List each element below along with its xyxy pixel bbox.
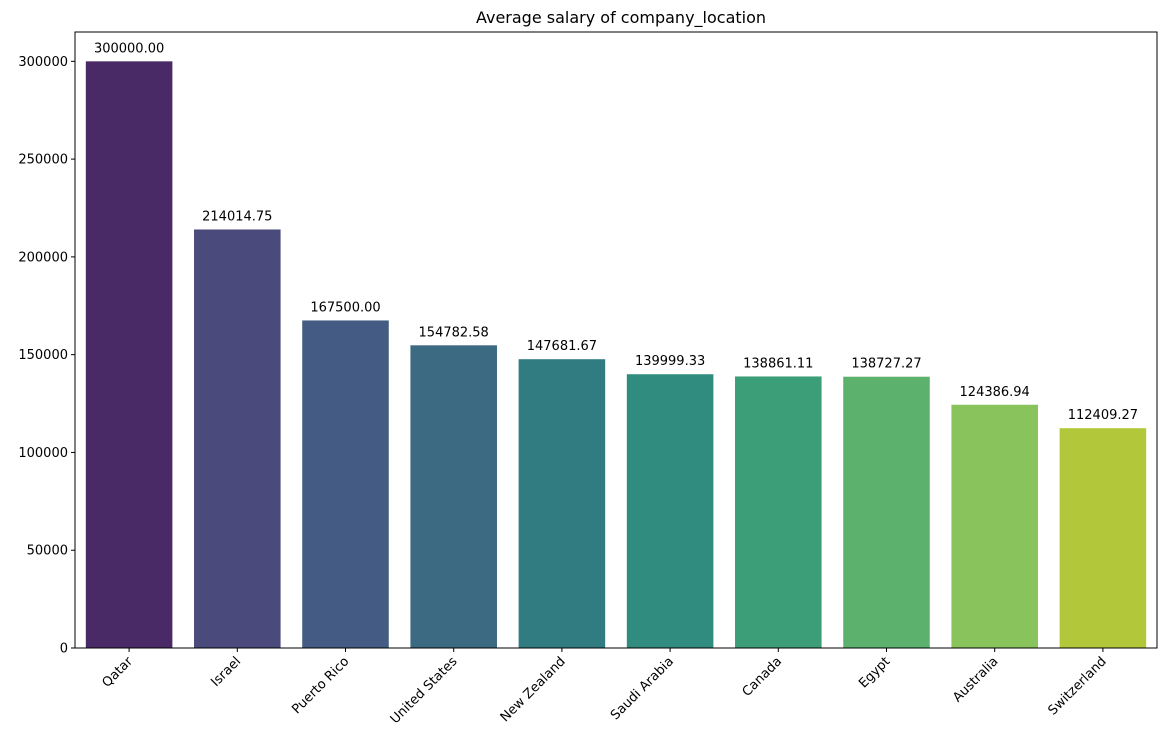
plot-frame <box>74 31 1158 649</box>
bar-canada <box>735 376 822 648</box>
bar-israel <box>194 229 281 648</box>
x-tick-label: Canada <box>740 654 786 700</box>
y-tick-label: 200000 <box>18 250 68 265</box>
data-label: 138727.27 <box>851 357 921 372</box>
x-tick-label: United States <box>388 654 461 727</box>
bar-new-zealand <box>518 359 606 648</box>
data-label: 139999.33 <box>635 354 705 369</box>
bar-egypt <box>843 376 930 648</box>
x-tick-label: Qatar <box>99 654 136 691</box>
x-tick-label: Israel <box>208 654 244 690</box>
data-label: 112409.27 <box>1068 408 1138 423</box>
data-label: 214014.75 <box>202 209 272 224</box>
data-label: 138861.11 <box>743 356 813 371</box>
bar-saudi-arabia <box>626 374 714 648</box>
bars-group <box>85 61 1147 649</box>
bar-switzerland <box>1059 428 1147 648</box>
y-tick-label: 0 <box>60 642 68 657</box>
chart-title: Average salary of company_location <box>476 8 766 28</box>
bar-australia <box>951 404 1038 648</box>
y-tick-label: 250000 <box>18 153 68 168</box>
data-label: 167500.00 <box>310 300 380 315</box>
x-tick-label: Australia <box>950 654 1001 705</box>
y-axis: 0 50000 100000 150000 200000 250000 300000 <box>18 55 75 657</box>
x-tick-label: Switzerland <box>1045 654 1109 718</box>
data-label: 124386.94 <box>960 385 1030 400</box>
data-label: 147681.67 <box>527 339 597 354</box>
y-tick-label: 300000 <box>18 55 68 70</box>
y-tick-label: 50000 <box>27 544 68 559</box>
x-tick-label: Egypt <box>856 654 893 691</box>
data-labels-group: 300000.00 214014.75 167500.00 154782.58 1476… <box>94 41 1138 423</box>
x-tick-label: Saudi Arabia <box>608 654 677 723</box>
y-tick-label: 100000 <box>18 446 68 461</box>
data-label: 154782.58 <box>419 325 489 340</box>
x-tick-label: New Zealand <box>498 654 569 725</box>
x-tick-label: Puerto Rico <box>289 654 352 717</box>
bar-united-states <box>410 345 497 648</box>
y-tick-label: 150000 <box>18 348 68 363</box>
bar-puerto-rico <box>302 320 389 648</box>
bar-qatar <box>85 61 173 649</box>
data-label: 300000.00 <box>94 41 164 56</box>
x-axis: Qatar Israel Puerto Rico United States New Z… <box>99 648 1110 727</box>
